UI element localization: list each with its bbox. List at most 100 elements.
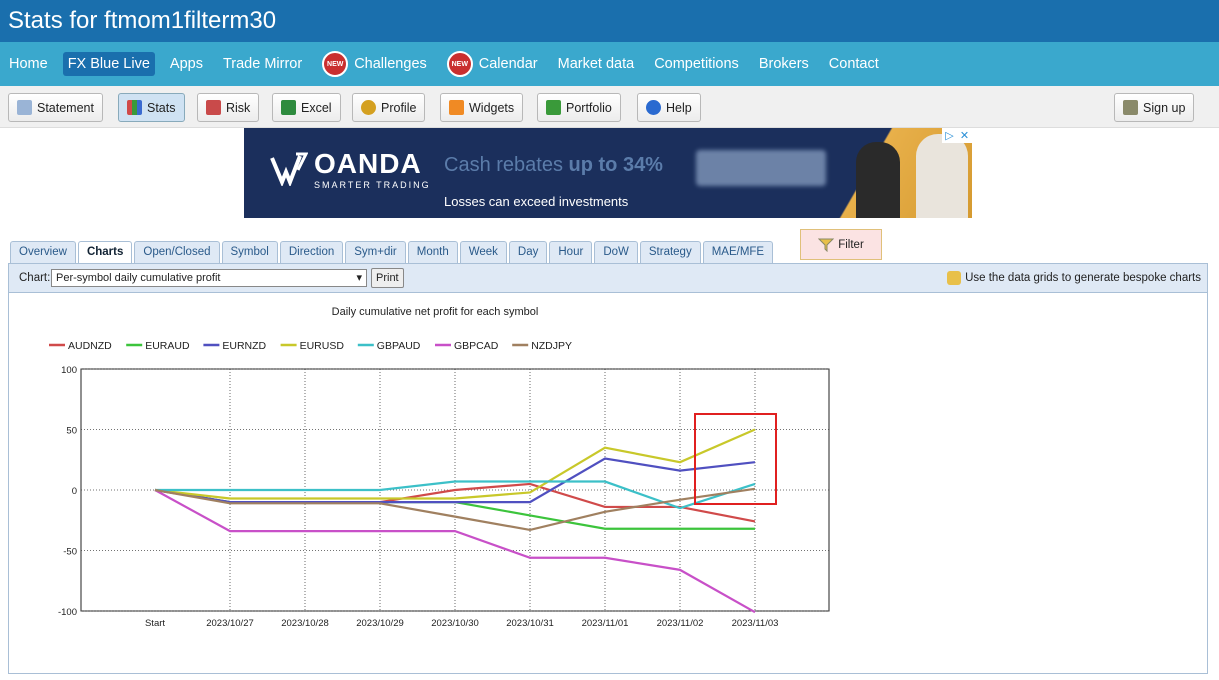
series-line-eurnzd (154, 457, 756, 504)
tab-hour[interactable]: Hour (549, 241, 593, 263)
nav-item-label: Calendar (478, 56, 538, 72)
nav-item-market-data[interactable]: Market data (553, 52, 640, 76)
tab-open-closed[interactable]: Open/Closed (134, 241, 220, 263)
info-icon (646, 100, 661, 115)
ad-headline-pre: Cash rebates (444, 154, 569, 176)
help-button[interactable]: Help (637, 93, 701, 122)
nav-item-calendar[interactable]: NEW Calendar (442, 47, 543, 81)
chart-title: Daily cumulative net profit for each sym… (332, 306, 539, 318)
main-nav: Home FX Blue Live Apps Trade Mirror NEW Chall… (0, 42, 1219, 86)
legend-label: GBPAUD (377, 340, 421, 352)
tab-month[interactable]: Month (407, 241, 458, 263)
nav-item-apps[interactable]: Apps (165, 52, 208, 76)
tab-strategy[interactable]: Strategy (639, 241, 701, 263)
portfolio-icon (546, 100, 561, 115)
chart-type-select[interactable]: Per-symbol daily cumulative profit (51, 269, 367, 287)
tab-sym-dir[interactable]: Sym+dir (345, 241, 406, 263)
ad-headline: Cash rebates up to 34% (444, 154, 663, 177)
legend-label: EURAUD (145, 340, 190, 352)
nav-item-home[interactable]: Home (4, 52, 53, 76)
nav-item-label: Apps (169, 56, 203, 72)
profit-line-chart: Daily cumulative net profit for each sym… (49, 306, 830, 629)
ad-brand: OANDA (314, 148, 422, 179)
stats-button[interactable]: Stats (118, 93, 185, 122)
legend-label: AUDNZD (68, 340, 112, 352)
tab-dow[interactable]: DoW (594, 241, 638, 263)
x-tick-label: 2023/10/27 (206, 618, 254, 629)
bar-chart-icon (127, 100, 142, 115)
legend-label: EURNZD (222, 340, 266, 352)
profile-button[interactable]: Profile (352, 93, 426, 122)
tab-day[interactable]: Day (508, 241, 548, 263)
excel-label: Excel (301, 100, 332, 115)
tab-overview[interactable]: Overview (10, 241, 76, 263)
x-tick-label: Start (145, 618, 165, 629)
highlight-box (694, 413, 777, 505)
hint-icon (947, 271, 962, 285)
nav-item-contact[interactable]: Contact (824, 52, 884, 76)
nav-item-label: Brokers (758, 56, 809, 72)
ad-headline-bold: up to 34% (568, 154, 663, 176)
rss-icon (449, 100, 464, 115)
tab-mae-mfe[interactable]: MAE/MFE (702, 241, 774, 263)
widgets-label: Widgets (469, 100, 515, 115)
ad-info-icon[interactable]: ▷ (945, 129, 954, 142)
chart-hint: Use the data grids to generate bespoke c… (947, 271, 1201, 285)
filter-icon (818, 238, 835, 252)
nav-item-challenges[interactable]: NEW Challenges (317, 47, 432, 81)
new-badge-icon: NEW (322, 51, 349, 77)
tab-charts[interactable]: Charts (77, 241, 133, 263)
chart-label: Chart: (19, 272, 51, 284)
x-tick-label: 2023/11/01 (582, 618, 629, 629)
series-line-gbpcad (154, 489, 756, 614)
ad-tagline: SMARTER TRADING (314, 180, 431, 190)
nav-item-label: Challenges (354, 56, 427, 72)
legend-label: NZDJPY (531, 340, 572, 352)
chart-controls: Chart: Per-symbol daily cumulative profi… (9, 264, 1207, 293)
nav-item-label: Market data (557, 56, 635, 72)
ad-banner[interactable]: OANDA SMARTER TRADING Cash rebates up to… (244, 128, 972, 218)
chart-panel: Chart: Per-symbol daily cumulative profi… (8, 263, 1208, 674)
tab-week[interactable]: Week (459, 241, 507, 263)
legend-label: EURUSD (300, 340, 345, 352)
ad-subtext: Losses can exceed investments (444, 194, 629, 209)
statement-label: Statement (37, 100, 94, 115)
x-tick-label: 2023/11/03 (732, 618, 779, 629)
toolbar: Statement Stats Risk Excel Profile Widge… (0, 86, 1219, 128)
widgets-button[interactable]: Widgets (440, 93, 524, 122)
oanda-logo-icon (270, 152, 308, 186)
portfolio-button[interactable]: Portfolio (537, 93, 621, 122)
close-icon[interactable]: ✕ (959, 129, 970, 142)
excel-icon (281, 100, 296, 115)
y-tick-label: -50 (63, 547, 77, 558)
x-tick-label: 2023/10/29 (356, 618, 404, 629)
x-tick-label: 2023/10/30 (431, 618, 479, 629)
risk-icon (206, 100, 221, 115)
ad-person-image (856, 142, 900, 218)
tab-direction[interactable]: Direction (279, 241, 344, 263)
statement-button[interactable]: Statement (8, 93, 103, 122)
x-tick-label: 2023/10/31 (506, 618, 554, 629)
nav-item-label: Trade Mirror (222, 56, 303, 72)
hint-text: Use the data grids to generate bespoke c… (965, 272, 1201, 284)
series-line-nzdjpy (154, 487, 756, 532)
risk-button[interactable]: Risk (197, 93, 260, 122)
risk-label: Risk (226, 100, 251, 115)
tab-symbol[interactable]: Symbol (221, 241, 278, 263)
nav-item-label: FX Blue Live (67, 56, 150, 72)
nav-item-label: Home (9, 56, 48, 72)
ad-cta-button[interactable] (696, 150, 826, 186)
stats-tabs: Overview Charts Open/Closed Symbol Direction… (10, 241, 775, 263)
nav-item-trade-mirror[interactable]: Trade Mirror (218, 52, 307, 76)
nav-item-competitions[interactable]: Competitions (649, 52, 744, 76)
signup-label: Sign up (1143, 100, 1186, 115)
nav-item-brokers[interactable]: Brokers (754, 52, 814, 76)
excel-button[interactable]: Excel (272, 93, 341, 122)
print-button[interactable]: Print (371, 268, 404, 288)
filter-button[interactable]: Filter (800, 229, 882, 260)
signup-button[interactable]: Sign up (1114, 93, 1195, 122)
new-badge-icon: NEW (446, 51, 473, 77)
filter-label: Filter (838, 238, 864, 251)
y-tick-label: 50 (66, 426, 77, 437)
nav-item-fx-blue-live[interactable]: FX Blue Live (62, 52, 155, 76)
